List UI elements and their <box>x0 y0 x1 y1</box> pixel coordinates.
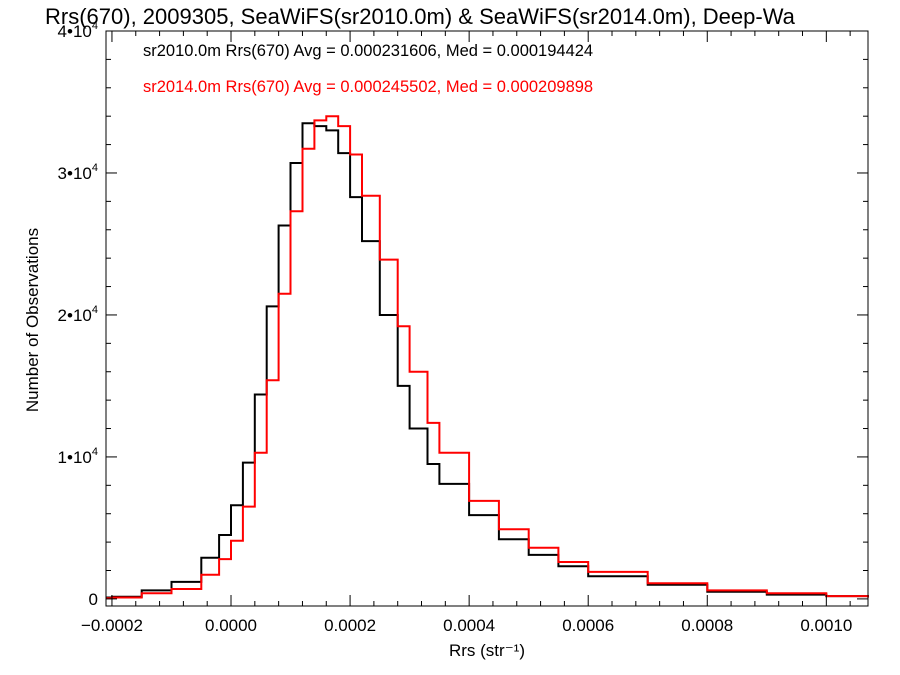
y-tick-label: 3•104 <box>58 162 98 183</box>
series-line-sr2014.0m <box>106 115 869 600</box>
y-tick-base: 2•10 <box>58 306 92 325</box>
x-axis-label: Rrs (str⁻¹) <box>449 641 525 660</box>
x-tick-label: 0.0010 <box>800 616 852 635</box>
y-tick-label: 0 <box>89 590 98 609</box>
y-tick-base: 3•10 <box>58 164 92 183</box>
y-axis-label: Number of Observations <box>23 228 42 412</box>
plot-frame <box>105 30 869 607</box>
x-tick-label: 0.0002 <box>324 616 376 635</box>
legend-series-1-stats: sr2010.0m Rrs(670) Avg = 0.000231606, Me… <box>143 42 593 60</box>
chart-title: Rrs(670), 2009305, SeaWiFS(sr2010.0m) & … <box>45 4 796 29</box>
y-tick-exponent: 4 <box>92 20 98 32</box>
y-tick-label: 1•104 <box>58 446 98 467</box>
y-tick-exponent: 4 <box>92 446 98 458</box>
series-group <box>106 115 869 600</box>
y-tick-base: 0 <box>89 590 98 609</box>
x-tick-label: 0.0006 <box>562 616 614 635</box>
y-tick-exponent: 4 <box>92 304 98 316</box>
x-tick-label: 0.0000 <box>205 616 257 635</box>
y-tick-base: 1•10 <box>58 448 92 467</box>
y-tick-label: 2•104 <box>58 304 98 325</box>
legend-series-2-stats: sr2014.0m Rrs(670) Avg = 0.000245502, Me… <box>143 78 593 96</box>
x-tick-labels: −0.0002 0.0000 0.0002 0.0004 0.0006 0.0008 0.0… <box>81 616 852 635</box>
x-tick-label: 0.0004 <box>443 616 495 635</box>
x-tick-label: −0.0002 <box>81 616 143 635</box>
x-tick-label: 0.0008 <box>681 616 733 635</box>
y-tick-base: 4•10 <box>58 22 92 41</box>
y-tick-exponent: 4 <box>92 162 98 174</box>
y-tick-label: 4•104 <box>58 20 98 41</box>
